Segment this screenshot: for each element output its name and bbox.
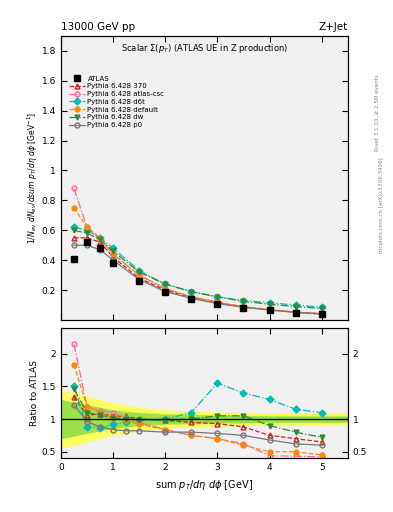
Text: Z+Jet: Z+Jet — [319, 22, 348, 32]
Text: Rivet 3.1.10, ≥ 2.5M events: Rivet 3.1.10, ≥ 2.5M events — [375, 74, 380, 151]
Y-axis label: Ratio to ATLAS: Ratio to ATLAS — [30, 360, 39, 426]
Text: mcplots.cern.ch [arXiv:1306.3436]: mcplots.cern.ch [arXiv:1306.3436] — [380, 157, 384, 252]
Text: Scalar $\Sigma(p_T)$ (ATLAS UE in Z production): Scalar $\Sigma(p_T)$ (ATLAS UE in Z prod… — [121, 41, 288, 54]
Legend: ATLAS, Pythia 6.428 370, Pythia 6.428 atlas-csc, Pythia 6.428 d6t, Pythia 6.428 : ATLAS, Pythia 6.428 370, Pythia 6.428 at… — [67, 73, 167, 131]
Text: 13000 GeV pp: 13000 GeV pp — [61, 22, 135, 32]
Y-axis label: $1/N_{ev}$ $dN_{ev}/dsum$ $p_T/d\eta$ $d\phi$ $[\mathrm{GeV}^{-1}]$: $1/N_{ev}$ $dN_{ev}/dsum$ $p_T/d\eta$ $d… — [26, 112, 40, 244]
X-axis label: sum $p_T/d\eta$ $d\phi$ [GeV]: sum $p_T/d\eta$ $d\phi$ [GeV] — [155, 478, 253, 492]
